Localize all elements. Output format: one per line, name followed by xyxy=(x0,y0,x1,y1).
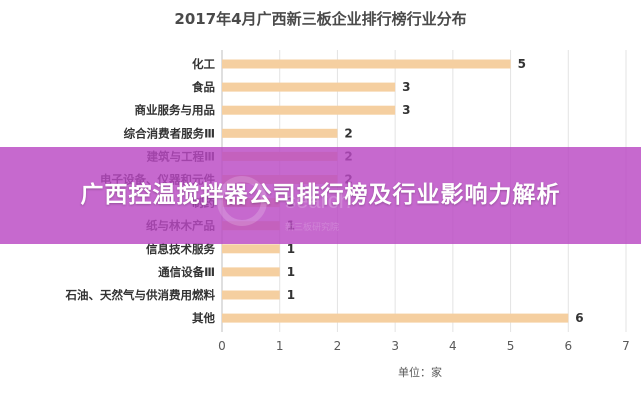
bar xyxy=(222,244,280,254)
overlay-title: 广西控温搅拌器公司排行榜及行业影响力解析 xyxy=(80,182,561,208)
y-category-label: 其他 xyxy=(192,311,215,325)
bar-data-label: 1 xyxy=(287,242,295,256)
x-tick-label: 5 xyxy=(507,339,515,353)
y-category-label: 信息技术服务 xyxy=(146,242,215,256)
bar-data-label: 1 xyxy=(287,288,295,302)
watermark-logo: search 新三板研究院 xyxy=(205,172,445,242)
y-category-label: 石油、天然气与供消费用燃料 xyxy=(65,288,216,302)
watermark-brand: search xyxy=(285,188,352,213)
x-tick-label: 1 xyxy=(276,339,284,353)
bar xyxy=(222,59,511,69)
x-tick-label: 0 xyxy=(218,339,226,353)
bar-data-label: 2 xyxy=(344,126,352,140)
bar xyxy=(222,128,338,138)
watermark-subtitle: 新三板研究院 xyxy=(285,223,340,233)
y-category-label: 化工 xyxy=(192,57,215,71)
bar xyxy=(222,82,396,92)
bar xyxy=(222,105,396,115)
bar-data-label: 3 xyxy=(402,103,410,117)
x-tick-label: 4 xyxy=(449,339,457,353)
x-tick-label: 2 xyxy=(334,339,342,353)
bar xyxy=(222,313,569,323)
y-category-label: 商业服务与用品 xyxy=(135,103,216,117)
bar-data-label: 6 xyxy=(575,311,583,325)
overlay-banner: 广西控温搅拌器公司排行榜及行业影响力解析 xyxy=(0,147,641,244)
x-tick-label: 3 xyxy=(391,339,399,353)
y-category-label: 通信设备Ⅲ xyxy=(158,265,215,279)
x-axis-label: 单位：家 xyxy=(398,366,442,379)
bar xyxy=(222,267,280,277)
bar-data-label: 1 xyxy=(287,265,295,279)
chart-title: 2017年4月广西新三板企业排行榜行业分布 xyxy=(174,10,467,28)
bar-data-label: 5 xyxy=(518,57,526,71)
watermark-circle-icon xyxy=(217,176,267,226)
x-tick-label: 7 xyxy=(622,339,630,353)
bar-data-label: 3 xyxy=(402,80,410,94)
y-category-label: 综合消费者服务Ⅲ xyxy=(124,126,215,140)
y-category-label: 食品 xyxy=(192,80,215,94)
bar xyxy=(222,290,280,300)
x-tick-label: 6 xyxy=(564,339,572,353)
